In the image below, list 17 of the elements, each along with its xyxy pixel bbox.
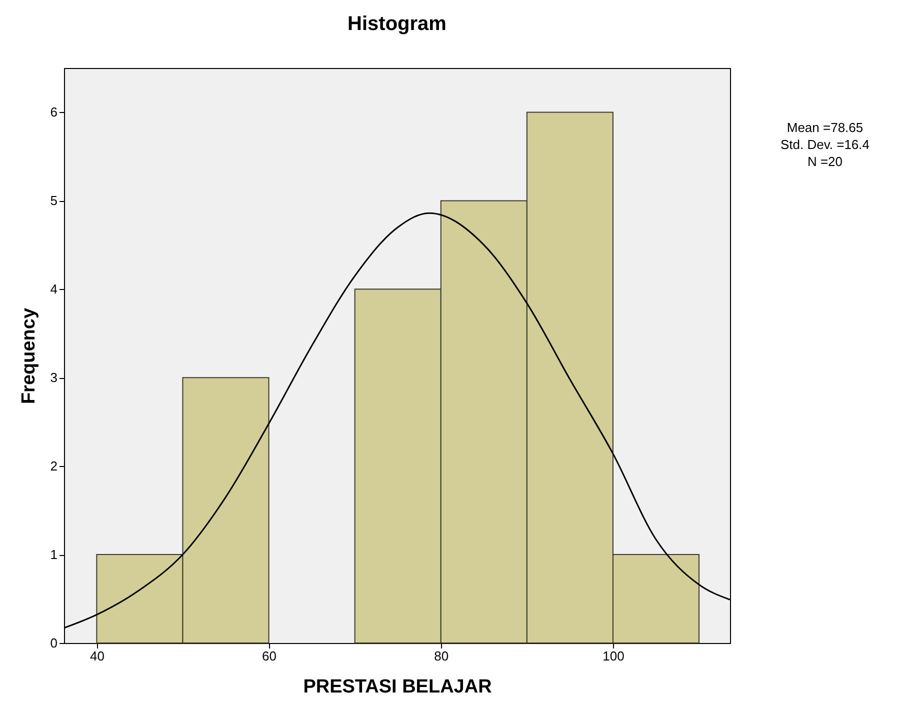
x-tick-label: 60 (262, 648, 277, 664)
y-tick-label: 1 (50, 547, 58, 562)
x-tick-label: 40 (90, 648, 104, 664)
x-tick-label: 100 (602, 648, 624, 664)
text: N =20 (807, 154, 843, 169)
x-axis-title: PRESTASI BELAJAR (303, 676, 492, 698)
y-tick-label: 4 (50, 282, 58, 297)
text: Mean =78.65 (786, 120, 864, 135)
y-axis-title: Frequency (18, 308, 40, 404)
y-tick-label: 2 (50, 458, 58, 474)
chart-title: Histogram (348, 13, 446, 35)
text: Std. Dev. =16.4 (780, 137, 870, 152)
y-tick-label: 6 (50, 104, 58, 120)
y-tick-label: 0 (50, 636, 58, 650)
x-tick-label: 80 (434, 648, 449, 664)
y-tick-label: 5 (50, 193, 58, 208)
y-tick-label: 3 (50, 370, 58, 386)
